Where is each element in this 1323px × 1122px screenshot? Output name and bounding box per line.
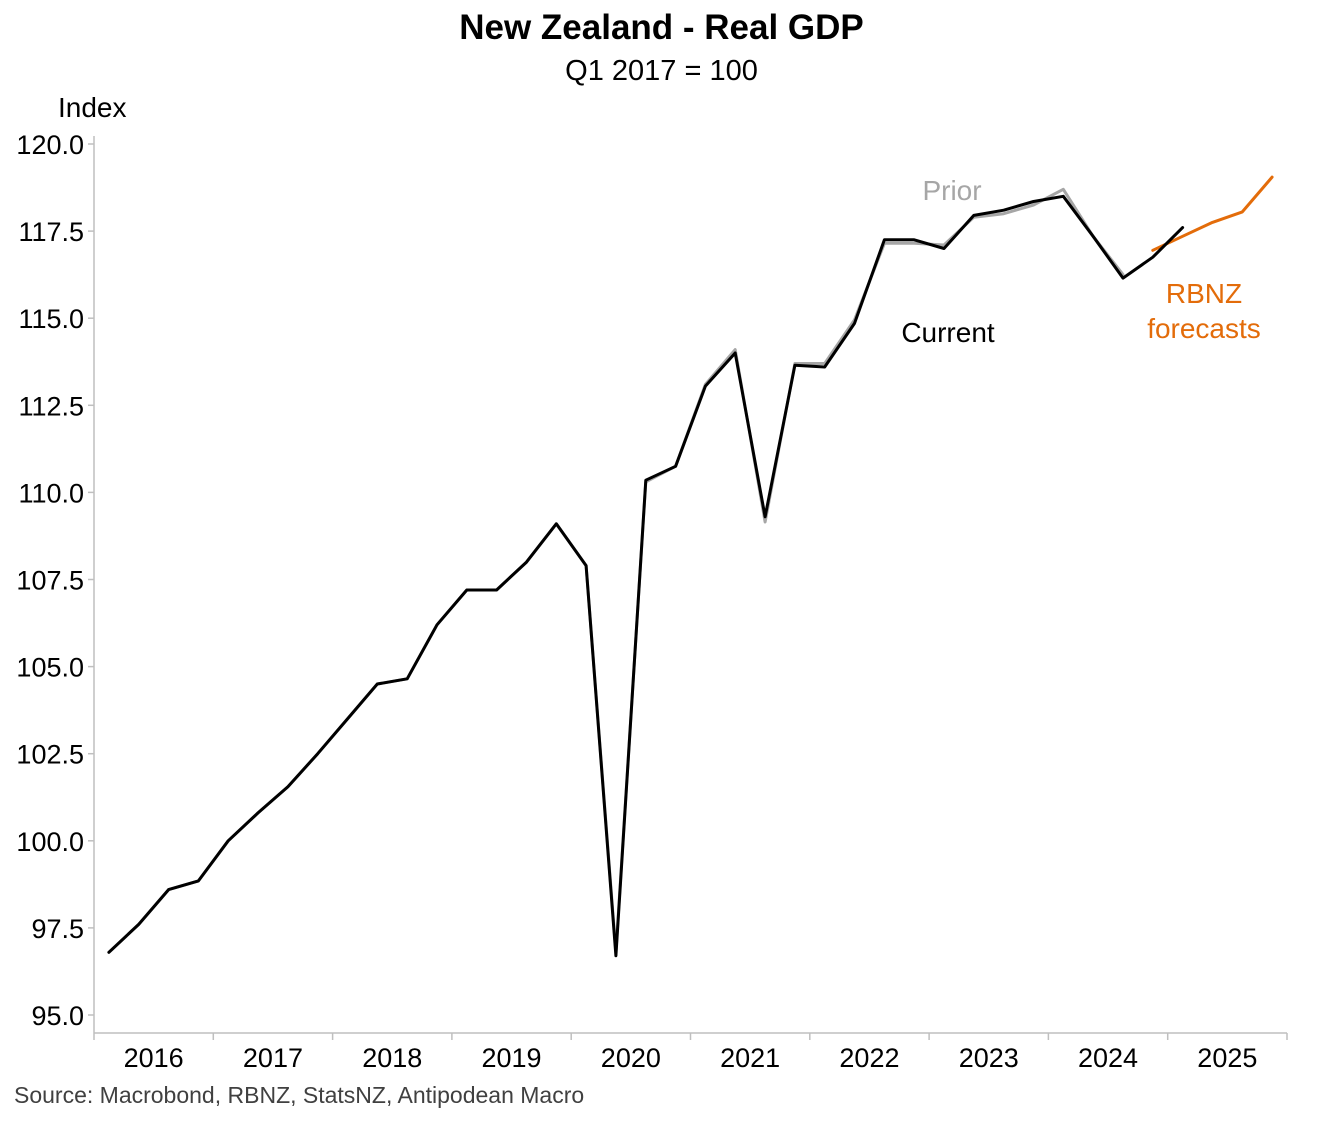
rbnz-forecasts-line	[1151, 175, 1274, 252]
annotation-rbnz-line2: forecasts	[1147, 313, 1261, 344]
y-axis-ticks: 95.0 97.5 100.0 102.5 105.0 107.5 110.0 112.5 11…	[16, 130, 94, 1031]
chart-subtitle: Q1 2017 = 100	[565, 55, 758, 87]
y-tick-label: 117.5	[18, 217, 84, 247]
x-tick-label: 2025	[1197, 1043, 1257, 1073]
x-axis-ticks: 2016 2017 2018 2019 2020 2021 2022 2023 2024 2025	[93, 1033, 1288, 1073]
y-tick-label: 107.5	[16, 566, 84, 596]
x-tick-label: 2022	[839, 1043, 899, 1073]
source-note: Source: Macrobond, RBNZ, StatsNZ, Antipo…	[14, 1082, 585, 1108]
x-tick-label: 2023	[959, 1043, 1019, 1073]
y-tick-label: 100.0	[16, 827, 84, 857]
x-tick-label: 2019	[482, 1043, 542, 1073]
y-tick-label: 105.0	[16, 653, 84, 683]
current-line	[107, 194, 1185, 958]
y-tick-label: 115.0	[18, 304, 84, 334]
y-tick-label: 120.0	[16, 130, 84, 160]
x-tick-label: 2018	[362, 1043, 422, 1073]
y-tick-label: 110.0	[18, 478, 84, 508]
chart-title: New Zealand - Real GDP	[459, 8, 864, 47]
annotation-current: Current	[901, 317, 995, 348]
y-axis-label: Index	[58, 92, 127, 123]
prior-line	[107, 187, 1125, 954]
x-tick-label: 2021	[720, 1043, 780, 1073]
y-tick-label: 112.5	[18, 391, 84, 421]
x-tick-label: 2020	[601, 1043, 661, 1073]
annotation-rbnz-line1: RBNZ	[1166, 278, 1242, 309]
annotation-prior: Prior	[922, 175, 981, 206]
axes	[93, 136, 1287, 1034]
x-tick-label: 2024	[1078, 1043, 1138, 1073]
series-lines	[107, 175, 1274, 958]
y-tick-label: 97.5	[31, 914, 84, 944]
y-tick-label: 95.0	[31, 1001, 84, 1031]
x-tick-label: 2017	[243, 1043, 303, 1073]
y-tick-label: 102.5	[16, 740, 84, 770]
x-tick-label: 2016	[124, 1043, 184, 1073]
